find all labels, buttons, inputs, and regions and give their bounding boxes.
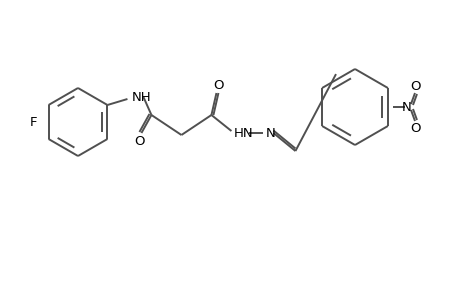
Text: NH: NH xyxy=(131,91,151,103)
Text: N: N xyxy=(401,100,411,113)
Text: O: O xyxy=(134,134,145,148)
Text: O: O xyxy=(410,80,420,92)
Text: O: O xyxy=(213,79,223,92)
Text: F: F xyxy=(29,116,37,128)
Text: O: O xyxy=(410,122,420,134)
Text: HN: HN xyxy=(233,127,252,140)
Text: N: N xyxy=(265,127,274,140)
